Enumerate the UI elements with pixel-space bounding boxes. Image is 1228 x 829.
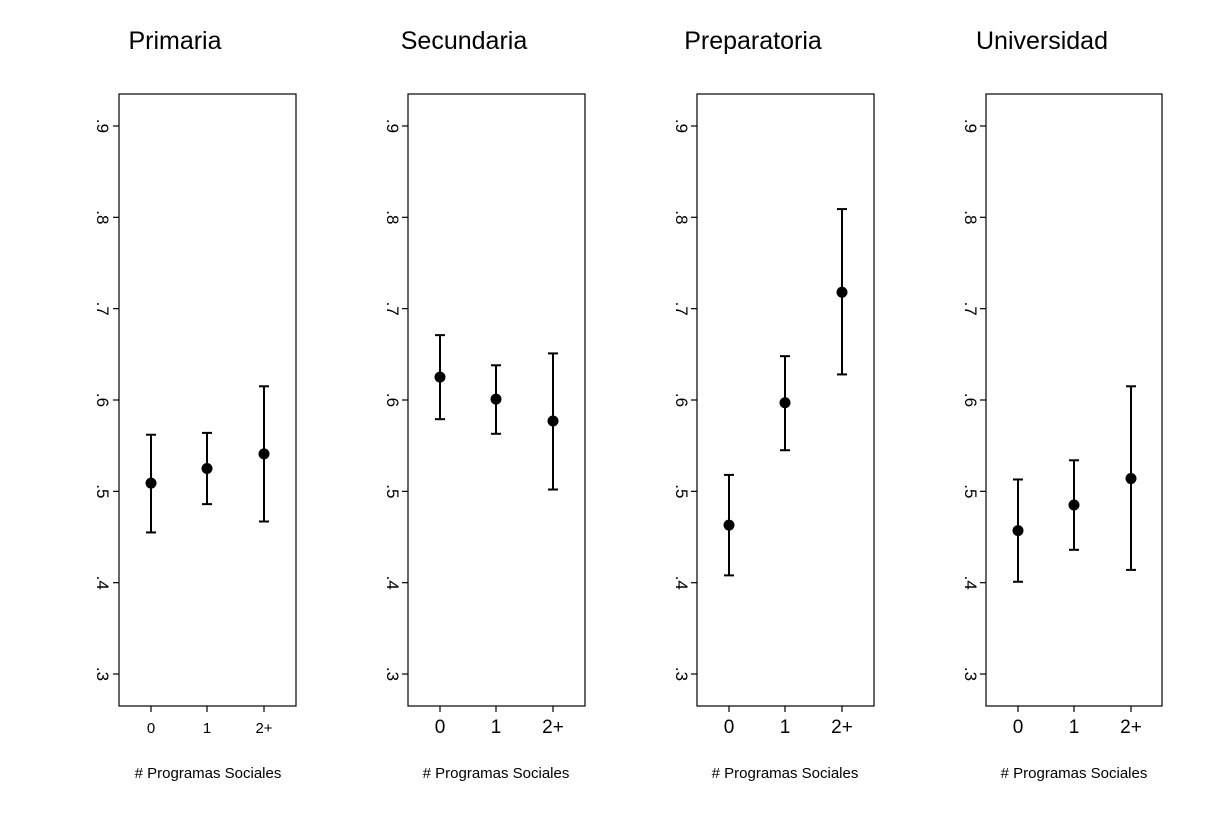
y-tick-label: .7 [93, 302, 112, 316]
chart-panel-2: Secundaria .3 .4 .5 .6 .7 .8 .9 0 1 2+ # Programas … [383, 27, 586, 782]
data-point [258, 448, 270, 460]
y-tick-label: .9 [672, 119, 691, 133]
y-tick-label: .8 [672, 210, 691, 224]
x-tick-label: 1 [203, 720, 211, 737]
data-point [723, 519, 735, 531]
chart-title: Secundaria [401, 27, 528, 55]
y-tick-label: .9 [383, 119, 402, 133]
data-point [1012, 525, 1024, 537]
y-tick-label: .7 [383, 302, 402, 316]
x-axis-label: # Programas Sociales [712, 765, 859, 782]
data-point [779, 397, 791, 409]
y-tick-label: .6 [672, 393, 691, 407]
x-tick-label: 1 [780, 717, 791, 738]
y-tick-label: .7 [672, 302, 691, 316]
x-tick-label: 2+ [542, 717, 564, 738]
y-tick-label: .4 [93, 576, 112, 590]
chart-panel-3: Preparatoria .3 .4 .5 .6 .7 .8 .9 0 1 2+ # Programa… [672, 27, 875, 782]
chart-panel-1: Primaria .3 .4 .5 .6 .7 .8 .9 0 1 2+ # Programas So… [93, 27, 297, 782]
y-tick-label: .6 [961, 393, 980, 407]
y-tick-label: .9 [93, 119, 112, 133]
data-point [1125, 473, 1137, 485]
y-tick-label: .8 [383, 210, 402, 224]
x-tick-label: 0 [147, 720, 155, 737]
data-point [836, 286, 848, 298]
data-point [547, 415, 559, 427]
x-axis-label: # Programas Sociales [135, 765, 282, 782]
x-tick-label: 1 [491, 717, 502, 738]
data-point [434, 371, 446, 383]
chart-title: Preparatoria [684, 27, 822, 55]
x-tick-label: 0 [435, 717, 446, 738]
y-tick-label: .3 [383, 667, 402, 681]
data-point [145, 477, 157, 489]
chart-panel-4: Universidad .3 .4 .5 .6 .7 .8 .9 0 1 2+ # Programas… [961, 27, 1163, 782]
plot-frame [985, 93, 1163, 707]
x-axis-label: # Programas Sociales [423, 765, 570, 782]
x-axis-label: # Programas Sociales [1001, 765, 1148, 782]
y-tick-label: .5 [383, 484, 402, 498]
plot-frame [118, 93, 297, 707]
y-tick-label: .3 [672, 667, 691, 681]
y-tick-label: .4 [383, 576, 402, 590]
x-tick-label: 2+ [831, 717, 853, 738]
data-point [1068, 499, 1080, 511]
y-tick-label: .4 [961, 576, 980, 590]
y-tick-label: .5 [961, 484, 980, 498]
y-tick-label: .3 [93, 667, 112, 681]
data-point [490, 393, 502, 405]
y-tick-label: .3 [961, 667, 980, 681]
chart-title: Universidad [976, 27, 1108, 55]
chart-title: Primaria [128, 27, 221, 55]
y-tick-label: .9 [961, 119, 980, 133]
y-tick-label: .6 [383, 393, 402, 407]
x-tick-label: 1 [1069, 717, 1080, 738]
x-tick-label: 2+ [1120, 717, 1142, 738]
y-tick-label: .5 [93, 484, 112, 498]
x-tick-label: 0 [1013, 717, 1024, 738]
y-tick-label: .5 [672, 484, 691, 498]
y-tick-label: .8 [93, 210, 112, 224]
data-point [201, 463, 213, 475]
x-tick-label: 0 [724, 717, 735, 738]
y-tick-label: .7 [961, 302, 980, 316]
x-tick-label: 2+ [255, 720, 272, 737]
y-tick-label: .8 [961, 210, 980, 224]
y-tick-label: .6 [93, 393, 112, 407]
y-tick-label: .4 [672, 576, 691, 590]
